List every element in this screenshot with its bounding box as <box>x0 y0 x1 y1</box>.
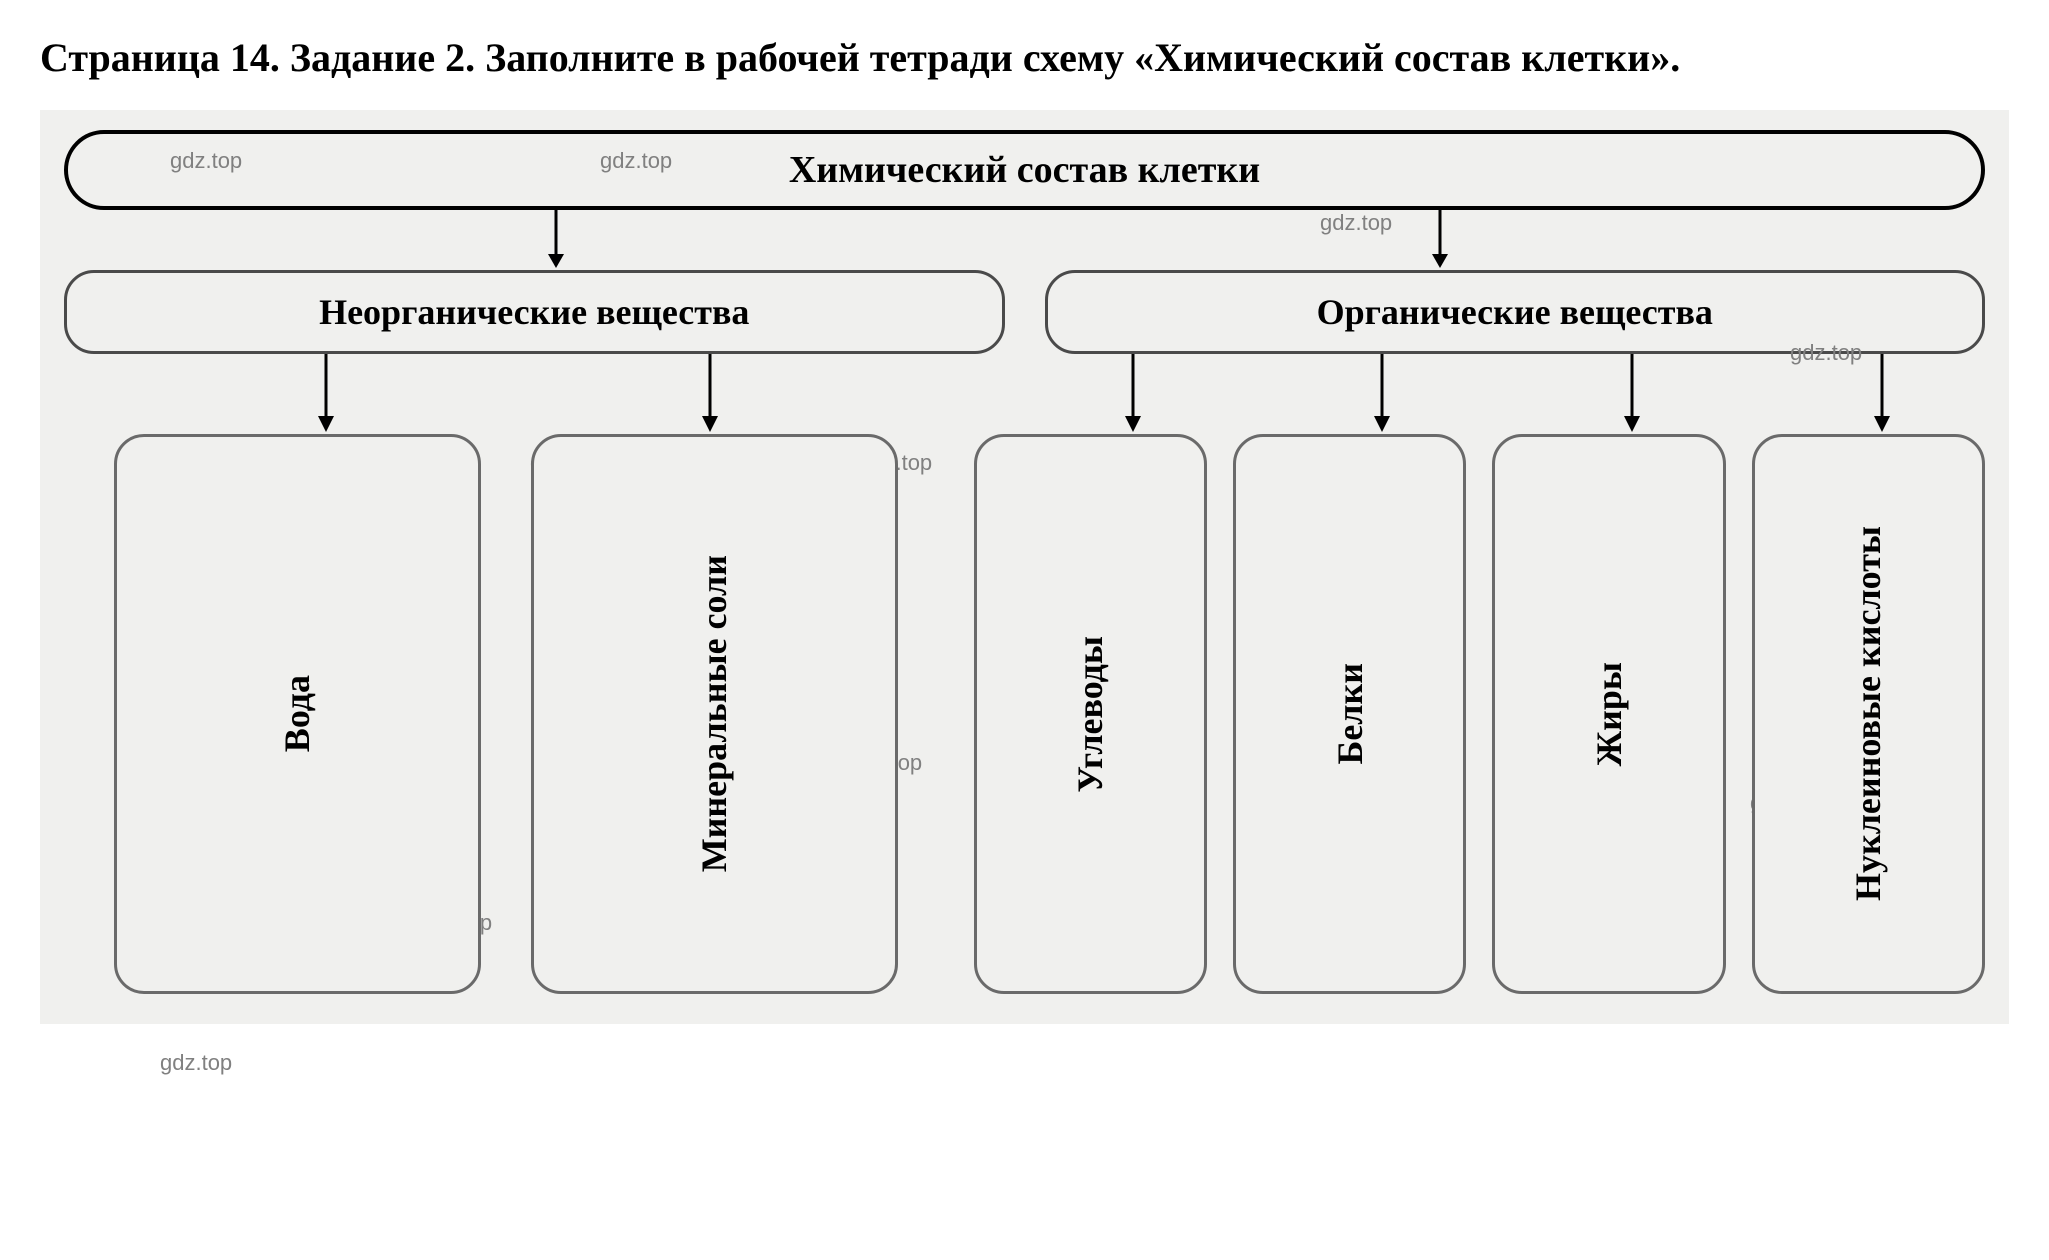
arrow-down-icon <box>1370 354 1394 434</box>
arrow-row-level1 <box>64 210 1985 270</box>
node-proteins-label: Белки <box>1329 663 1371 764</box>
arrow-down-icon <box>1870 354 1894 434</box>
node-inorganic: Неорганические вещества <box>64 270 1005 354</box>
level2-row: Неорганические вещества Органические вещ… <box>64 270 1985 354</box>
arrow-down-icon <box>698 354 722 434</box>
level3-row: Вода Минеральные соли Углеводы Белки Жир… <box>64 434 1985 994</box>
node-proteins: Белки <box>1233 434 1466 994</box>
arrow-down-icon <box>314 354 338 434</box>
arrow-down-icon <box>544 210 568 270</box>
node-minerals-label: Минеральные соли <box>693 555 735 872</box>
task-heading: Страница 14. Задание 2. Заполните в рабо… <box>40 30 2009 86</box>
node-carbs-label: Углеводы <box>1069 636 1111 793</box>
node-nucleic-label: Нуклеиновые кислоты <box>1847 526 1889 901</box>
root-node: Химический состав клетки <box>64 130 1985 210</box>
node-water: Вода <box>114 434 481 994</box>
node-fats: Жиры <box>1492 434 1725 994</box>
node-minerals: Минеральные соли <box>531 434 898 994</box>
organic-children: Углеводы Белки Жиры Нуклеиновые кислоты <box>974 434 1985 994</box>
inorganic-children: Вода Минеральные соли <box>64 434 948 994</box>
arrow-down-icon <box>1620 354 1644 434</box>
arrow-row-level2 <box>64 354 1985 434</box>
node-fats-label: Жиры <box>1588 662 1630 766</box>
node-water-label: Вода <box>276 675 318 752</box>
arrow-down-icon <box>1121 354 1145 434</box>
watermark: gdz.top <box>600 148 672 174</box>
node-nucleic: Нуклеиновые кислоты <box>1752 434 1985 994</box>
watermark: gdz.top <box>160 1050 232 1076</box>
diagram-container: gdz.top gdz.top gdz.top gdz.top gdz.top … <box>40 110 2009 1024</box>
arrow-down-icon <box>1428 210 1452 270</box>
node-carbs: Углеводы <box>974 434 1207 994</box>
watermark: gdz.top <box>170 148 242 174</box>
